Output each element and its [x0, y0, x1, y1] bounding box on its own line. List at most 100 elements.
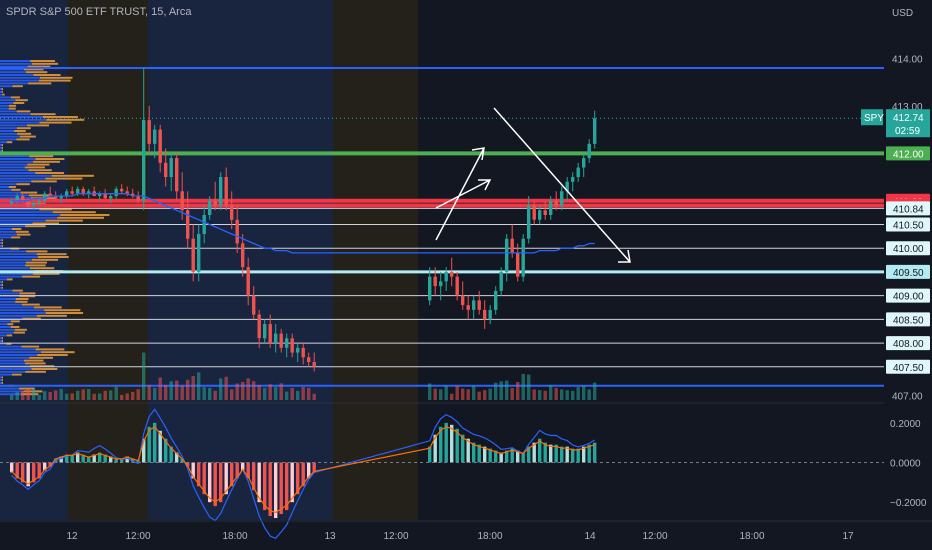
volume-profile-bar [0, 65, 28, 68]
macd-bar [180, 458, 184, 463]
volume-profile-bar [1, 149, 3, 152]
volume-profile-bar [1, 146, 3, 149]
volume-bar [554, 387, 558, 400]
volume-profile-bar [0, 306, 34, 309]
candle-body [186, 210, 190, 239]
volume-profile-bar [21, 345, 40, 348]
down-arrow-drawing[interactable] [493, 107, 631, 263]
volume-bar [213, 390, 217, 400]
volume-profile-bar [1, 244, 3, 247]
price-level-label[interactable] [886, 359, 930, 374]
volume-bar [428, 383, 432, 400]
volume-bar [571, 390, 575, 400]
volume-profile-bar [0, 124, 27, 127]
macd-bar [472, 442, 476, 463]
volume-profile-bar [0, 130, 15, 132]
volume-profile-bar [35, 172, 65, 174]
volume-profile-bar [33, 160, 61, 163]
macd-bar [499, 452, 503, 463]
volume-profile-bar [0, 132, 18, 135]
drawings [435, 107, 631, 263]
volume-profile-bar [0, 317, 23, 320]
volume-profile-bar [45, 219, 83, 222]
volume-profile-bar [16, 233, 31, 236]
price-level-label[interactable] [886, 201, 930, 216]
macd-bar [296, 462, 300, 495]
candle-body [296, 347, 300, 353]
volume-profile-bar [31, 62, 59, 65]
macd-tick-label: −0.2000 [890, 498, 927, 509]
candle-body [54, 196, 58, 199]
volume-profile-bar [0, 211, 53, 214]
volume-bar [510, 387, 514, 400]
volume-bar [70, 393, 74, 400]
last-price-badge[interactable] [886, 109, 930, 138]
candle-body [136, 196, 140, 201]
moving-average-line [11, 193, 595, 254]
volume-profile-bar [0, 368, 32, 370]
volume-profile-bar [60, 214, 110, 216]
volume-profile-bar [27, 163, 50, 166]
volume-profile-bar [0, 93, 3, 96]
macd-bar [279, 462, 283, 515]
volume-profile-bar [1, 376, 3, 379]
macd-bar [494, 450, 498, 463]
candle-body [543, 210, 547, 215]
candle-body [455, 276, 459, 296]
price-level-label[interactable] [886, 264, 930, 279]
up-arrow-drawing[interactable] [435, 147, 485, 241]
macd-bar [153, 422, 157, 463]
macd-bar [37, 462, 41, 479]
candle-body [125, 191, 129, 194]
price-level-label[interactable] [886, 241, 930, 256]
candle-body [532, 205, 536, 220]
volume-profile-bar [23, 359, 44, 362]
price-level-label[interactable] [886, 146, 930, 161]
volume-profile-bar [36, 314, 67, 317]
volume-bar [224, 376, 228, 400]
macd-bar [175, 452, 179, 463]
volume-profile-bar [0, 244, 2, 247]
volume-profile-bar [1, 242, 3, 244]
volume-bar [472, 385, 476, 400]
macd-bar [307, 462, 311, 479]
volume-profile-bar [0, 183, 17, 186]
candle-body [576, 167, 580, 178]
volume-bar [268, 384, 272, 400]
volume-bar [10, 394, 14, 400]
macd-bar [439, 426, 443, 463]
macd-bar [527, 446, 531, 463]
session-band-2 [148, 0, 265, 520]
macd-bar [587, 444, 591, 463]
volume-profile-bar [0, 172, 36, 174]
volume-bar [87, 388, 91, 400]
volume-profile-bar [8, 186, 16, 188]
price-level-label[interactable] [886, 217, 930, 232]
price-level-label[interactable] [886, 288, 930, 303]
volume-profile-bar [0, 261, 26, 264]
volume-profile-bar [0, 303, 22, 306]
candle-body [516, 252, 520, 277]
candle-body [158, 129, 162, 163]
candle-body [483, 309, 487, 320]
volume-profile-bar [20, 191, 38, 194]
price-level-label[interactable] [886, 336, 930, 351]
candle-body [224, 177, 228, 206]
volume-profile-bar [0, 74, 34, 76]
volume-profile-bar [0, 253, 37, 256]
volume-profile-bar [0, 354, 38, 356]
volume-profile-bar [0, 121, 40, 124]
ticker-badge [861, 109, 883, 126]
up-arrow-drawing[interactable] [435, 179, 492, 209]
macd-bar [312, 462, 316, 473]
macd-bar [433, 434, 437, 463]
volume-profile-bar [0, 348, 36, 351]
volume-profile-bar [26, 124, 50, 127]
macd-bar [147, 426, 151, 463]
macd-bar [142, 438, 146, 463]
volume-bar [444, 385, 448, 400]
price-level-label[interactable] [886, 312, 930, 327]
volume-profile-bar [8, 107, 16, 110]
candle-body [65, 191, 69, 197]
